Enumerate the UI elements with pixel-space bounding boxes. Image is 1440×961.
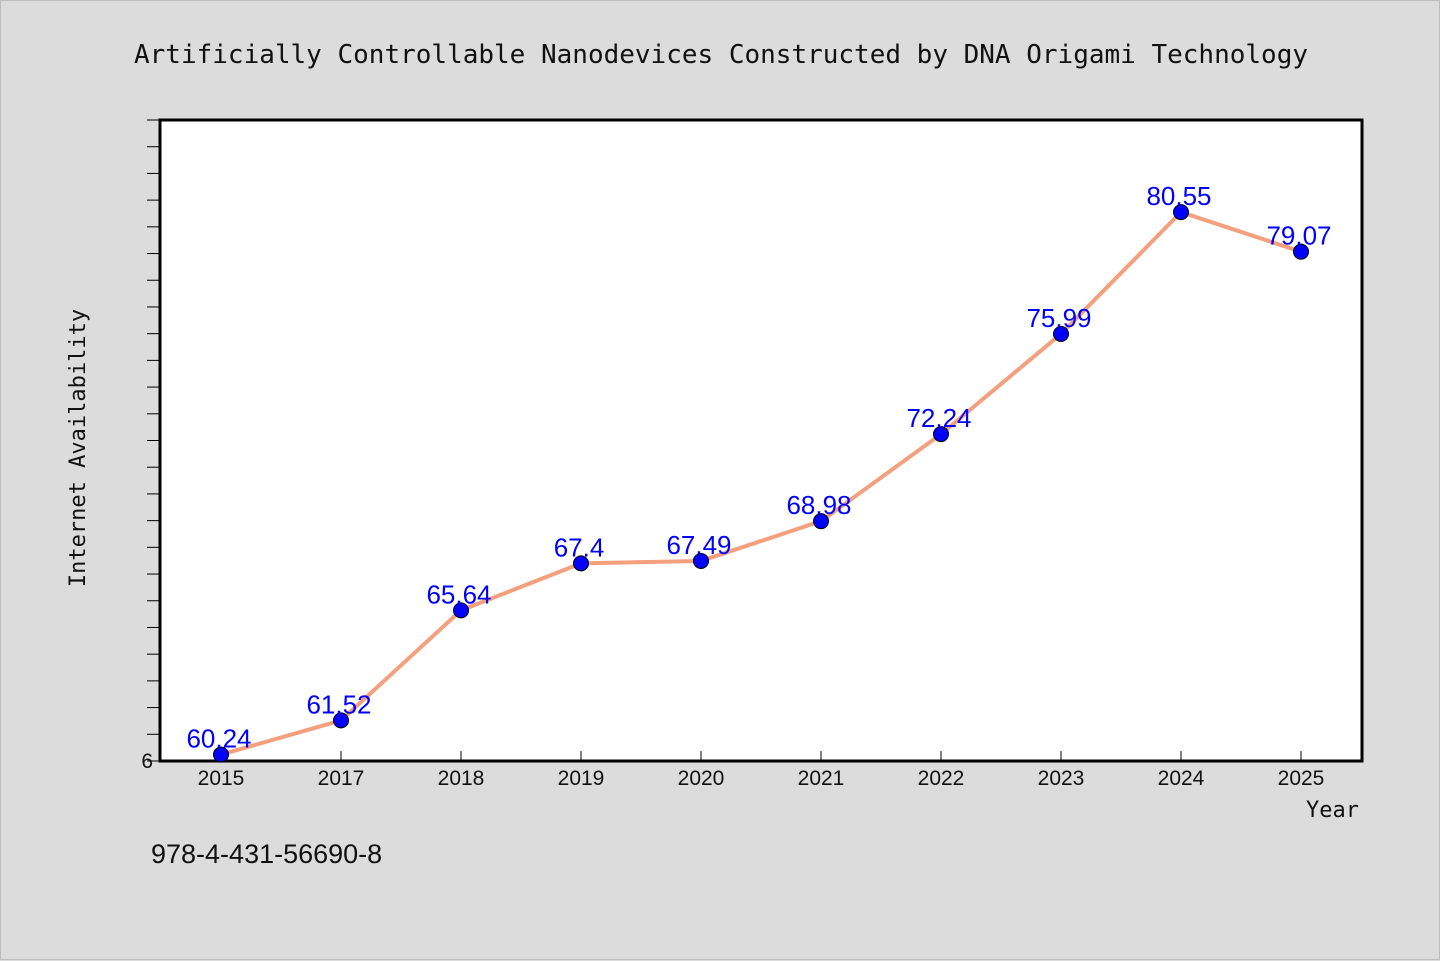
data-label: 67.4 xyxy=(554,532,605,562)
data-point xyxy=(813,513,829,530)
x-tick-label: 2019 xyxy=(558,767,605,790)
data-point xyxy=(1173,204,1189,221)
data-point xyxy=(453,602,469,619)
data-point xyxy=(1053,325,1069,342)
x-tick-label: 2017 xyxy=(318,767,365,790)
data-point xyxy=(333,712,349,729)
data-label: 61.52 xyxy=(306,689,371,719)
data-point xyxy=(933,426,949,443)
footer-isbn: 978-4-431-56690-8 xyxy=(151,839,382,869)
x-tick-label: 2021 xyxy=(798,767,845,790)
plot-area xyxy=(158,118,1364,763)
data-label: 80.55 xyxy=(1146,181,1211,211)
x-axis-ticks: 2015 2017 2018 2019 2020 2021 2022 2023 2024 2025 xyxy=(198,751,1325,790)
x-tick-label: 2018 xyxy=(438,767,485,790)
data-label: 68.98 xyxy=(786,490,851,520)
data-label: 67.49 xyxy=(666,530,731,560)
x-tick-label: 2022 xyxy=(918,767,965,790)
x-tick-label: 2024 xyxy=(1158,767,1205,790)
y-tick-label: 6 xyxy=(141,750,153,773)
x-tick-label: 2015 xyxy=(198,767,245,790)
y-axis-label: Internet Availability xyxy=(66,309,91,587)
data-label: 75.99 xyxy=(1026,303,1091,333)
data-label: 60.24 xyxy=(186,724,251,754)
data-label: 79.07 xyxy=(1266,221,1331,251)
data-point xyxy=(1293,243,1309,260)
series-line xyxy=(219,210,1303,757)
data-point xyxy=(573,555,589,572)
x-axis-label: Year xyxy=(1306,798,1359,823)
data-point xyxy=(213,746,229,763)
x-tick-label: 2025 xyxy=(1278,767,1325,790)
chart-title: Artificially Controllable Nanodevices Co… xyxy=(134,40,1308,70)
data-label: 72.24 xyxy=(906,403,971,433)
data-label: 65.64 xyxy=(426,579,491,609)
x-tick-label: 2020 xyxy=(678,767,725,790)
series-group: 60.24 61.52 65.64 67.4 67.49 68.98 72.24 75.99 8… xyxy=(186,181,1332,763)
x-tick-label: 2023 xyxy=(1038,767,1085,790)
y-axis-ticks: 6 xyxy=(141,119,160,773)
data-point xyxy=(693,552,709,569)
